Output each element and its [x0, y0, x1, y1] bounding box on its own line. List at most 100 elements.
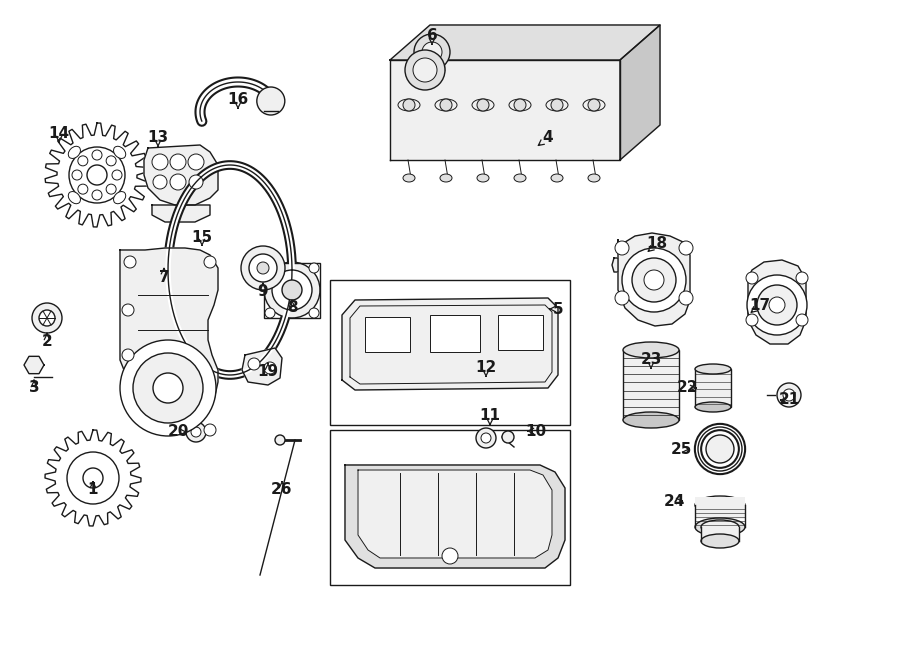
Circle shape — [133, 353, 203, 423]
Bar — [365, 317, 410, 352]
Circle shape — [67, 452, 119, 504]
Text: 2: 2 — [41, 334, 52, 348]
Circle shape — [405, 50, 445, 90]
Text: 9: 9 — [257, 284, 268, 299]
Polygon shape — [152, 205, 210, 222]
Text: 16: 16 — [228, 93, 248, 108]
Bar — [695, 369, 731, 407]
Circle shape — [679, 291, 693, 305]
Text: 14: 14 — [49, 126, 69, 141]
Polygon shape — [144, 145, 218, 205]
Bar — [330, 430, 570, 585]
Circle shape — [152, 154, 168, 170]
Circle shape — [309, 308, 319, 318]
Ellipse shape — [623, 412, 679, 428]
Ellipse shape — [509, 99, 531, 111]
Circle shape — [264, 262, 320, 318]
Ellipse shape — [583, 99, 605, 111]
Text: 1: 1 — [88, 483, 98, 498]
Circle shape — [413, 58, 437, 82]
Circle shape — [256, 87, 284, 115]
Circle shape — [796, 314, 808, 326]
Circle shape — [622, 248, 686, 312]
Bar — [623, 350, 679, 420]
Text: 3: 3 — [29, 381, 40, 395]
Ellipse shape — [113, 146, 126, 159]
Circle shape — [106, 184, 116, 194]
Circle shape — [757, 285, 797, 325]
Text: 23: 23 — [640, 352, 662, 368]
Circle shape — [78, 156, 88, 166]
Circle shape — [746, 314, 758, 326]
Bar — [701, 527, 739, 541]
Polygon shape — [242, 348, 282, 385]
Circle shape — [551, 99, 563, 111]
Circle shape — [186, 422, 206, 442]
Circle shape — [264, 362, 276, 374]
Polygon shape — [358, 470, 552, 558]
Circle shape — [32, 303, 62, 333]
Circle shape — [282, 280, 302, 300]
Circle shape — [477, 99, 489, 111]
Ellipse shape — [551, 174, 563, 182]
Bar — [330, 280, 570, 425]
Polygon shape — [24, 356, 44, 373]
Circle shape — [153, 175, 167, 189]
Polygon shape — [748, 260, 806, 344]
Text: 4: 4 — [543, 130, 553, 145]
Circle shape — [92, 190, 102, 200]
Polygon shape — [345, 465, 565, 568]
Circle shape — [275, 435, 285, 445]
Text: 18: 18 — [646, 237, 668, 251]
Ellipse shape — [68, 146, 80, 159]
Circle shape — [72, 170, 82, 180]
Circle shape — [39, 310, 55, 326]
Circle shape — [476, 428, 496, 448]
Circle shape — [78, 184, 88, 194]
Circle shape — [83, 468, 103, 488]
Ellipse shape — [398, 99, 420, 111]
Text: 20: 20 — [167, 424, 189, 440]
Ellipse shape — [440, 174, 452, 182]
Circle shape — [257, 262, 269, 274]
Text: 7: 7 — [158, 270, 169, 284]
Circle shape — [188, 154, 204, 170]
Circle shape — [272, 270, 312, 310]
Circle shape — [249, 254, 277, 282]
Polygon shape — [618, 233, 690, 326]
Circle shape — [514, 99, 526, 111]
Circle shape — [106, 156, 116, 166]
Ellipse shape — [695, 496, 745, 514]
Bar — [498, 315, 543, 350]
Circle shape — [189, 175, 203, 189]
Ellipse shape — [472, 99, 494, 111]
Ellipse shape — [546, 99, 568, 111]
Circle shape — [679, 241, 693, 255]
Ellipse shape — [588, 174, 600, 182]
Circle shape — [204, 256, 216, 268]
Circle shape — [615, 241, 629, 255]
Circle shape — [783, 389, 795, 401]
Text: 21: 21 — [778, 393, 799, 407]
Circle shape — [769, 297, 785, 313]
Text: 11: 11 — [480, 408, 500, 424]
Ellipse shape — [68, 192, 80, 204]
Circle shape — [644, 270, 664, 290]
Polygon shape — [390, 25, 660, 60]
Text: 22: 22 — [677, 381, 698, 395]
Polygon shape — [168, 165, 292, 375]
Circle shape — [112, 170, 122, 180]
Text: 19: 19 — [257, 364, 279, 379]
Ellipse shape — [403, 174, 415, 182]
Ellipse shape — [514, 174, 526, 182]
Text: 17: 17 — [750, 297, 770, 313]
Polygon shape — [120, 248, 218, 428]
Circle shape — [422, 42, 442, 62]
Ellipse shape — [701, 534, 739, 548]
Text: 6: 6 — [427, 28, 437, 44]
Polygon shape — [45, 430, 141, 526]
Circle shape — [248, 358, 260, 370]
Circle shape — [204, 424, 216, 436]
Ellipse shape — [623, 342, 679, 358]
Bar — [430, 315, 480, 352]
